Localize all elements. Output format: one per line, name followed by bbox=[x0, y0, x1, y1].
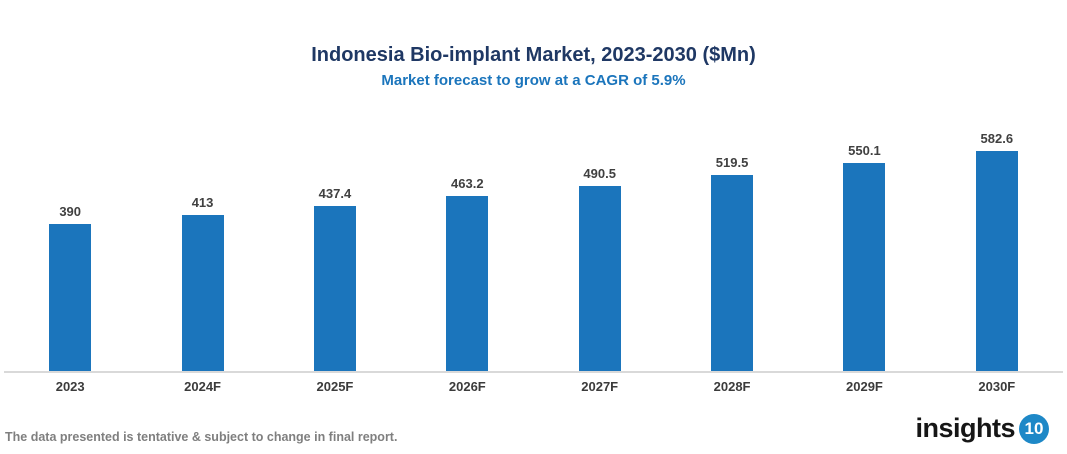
x-axis-label-2030F: 2030F bbox=[978, 379, 1016, 394]
logo-text: insights bbox=[915, 413, 1015, 443]
bar-2025F bbox=[313, 206, 356, 371]
x-axis-label-2027F: 2027F bbox=[581, 379, 619, 394]
bar-column-2026F: 463.2 bbox=[401, 176, 533, 371]
bar-column-2024F: 413 bbox=[136, 195, 268, 371]
bar-value-label: 490.5 bbox=[583, 166, 616, 181]
bar-column-2028F: 519.5 bbox=[666, 155, 798, 371]
bar-value-label: 519.5 bbox=[715, 155, 749, 170]
bar-2026F bbox=[446, 196, 489, 371]
x-axis-label-2029F: 2029F bbox=[846, 379, 883, 394]
x-axis-labels-row: 2023 2024F 2025F 2026F 2027F 2028F 2029F 2030F bbox=[4, 373, 1063, 394]
logo-badge-icon: 10 bbox=[1019, 413, 1049, 444]
bar-2027F bbox=[578, 186, 621, 371]
bar-column-2025F: 437.4 bbox=[269, 186, 401, 371]
x-axis-label-2028F: 2028F bbox=[713, 379, 751, 394]
bar-value-label: 413 bbox=[191, 195, 214, 210]
bar-column-2027F: 490.5 bbox=[534, 166, 666, 371]
bar-2030F bbox=[975, 151, 1018, 371]
x-axis-label-2023: 2023 bbox=[55, 379, 85, 394]
bar-value-label: 463.2 bbox=[451, 176, 484, 191]
bar-column-2023: 390 bbox=[4, 204, 136, 371]
plot-area: 390 413 437.4 463.2 490.5 519.5 550.1 582.6 202… bbox=[4, 130, 1063, 394]
x-axis-label-2026F: 2026F bbox=[448, 379, 486, 394]
bar-2029F bbox=[843, 163, 886, 371]
x-axis-label-2024F: 2024F bbox=[184, 379, 221, 394]
bar-value-label: 390 bbox=[59, 204, 82, 219]
logo: insights 10 bbox=[915, 413, 1049, 444]
bar-2024F bbox=[181, 215, 224, 371]
bar-value-label: 437.4 bbox=[318, 186, 352, 201]
bar-2028F bbox=[711, 175, 754, 371]
footnote: The data presented is tentative & subjec… bbox=[5, 430, 398, 444]
bar-column-2030F: 582.6 bbox=[931, 131, 1063, 371]
chart-subtitle: Market forecast to grow at a CAGR of 5.9… bbox=[381, 72, 686, 89]
bar-column-2029F: 550.1 bbox=[798, 143, 930, 371]
bar-2023 bbox=[49, 224, 92, 371]
bars-row: 390 413 437.4 463.2 490.5 519.5 550.1 582.6 bbox=[4, 130, 1063, 371]
x-axis-line bbox=[4, 371, 1063, 373]
x-axis-label-2025F: 2025F bbox=[316, 379, 354, 394]
bar-value-label: 550.1 bbox=[848, 143, 881, 158]
bar-value-label: 582.6 bbox=[980, 131, 1014, 146]
chart-title: Indonesia Bio-implant Market, 2023-2030 … bbox=[311, 44, 756, 66]
